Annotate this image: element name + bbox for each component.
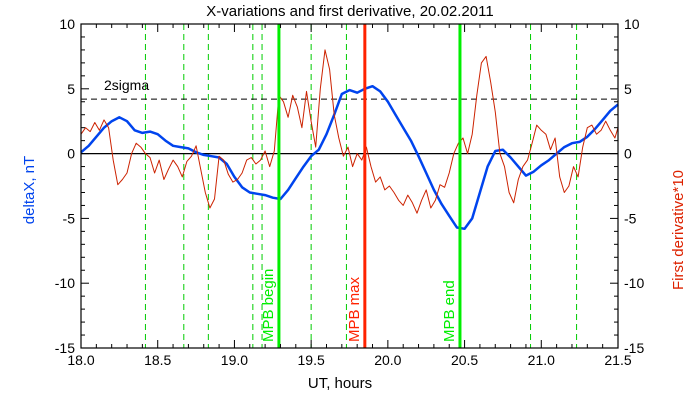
x-tick-label-5: 20.5: [451, 352, 478, 368]
x-tick-label-6: 21.0: [528, 352, 555, 368]
y-tick-label-left-2: -5: [63, 210, 76, 226]
y-tick-label-right-0: -15: [624, 340, 644, 356]
chart-title: X-variations and first derivative, 20.02…: [206, 3, 493, 20]
y-tick-label-right-4: 5: [624, 81, 632, 97]
y-tick-label-left-5: 10: [59, 16, 75, 32]
y-tick-label-left-3: 0: [67, 146, 75, 162]
x-tick-label-7: 21.5: [604, 352, 631, 368]
y-tick-label-right-3: 0: [624, 146, 632, 162]
y-axis-label-left: deltaX, nT: [21, 156, 38, 224]
x-tick-label-0: 18.0: [67, 352, 94, 368]
y-tick-label-right-2: -5: [624, 210, 637, 226]
derivative-series-line: [80, 49, 619, 214]
x-axis-label: UT, hours: [308, 375, 372, 392]
x-tick-label-3: 19.5: [298, 352, 325, 368]
x-tick-label-4: 20.0: [374, 352, 401, 368]
series-layer: [80, 49, 619, 231]
deltax-series-line: [80, 84, 619, 231]
event-layer: MPB begin MPB max MPB end: [260, 24, 462, 348]
y-tick-label-right-1: -10: [624, 275, 644, 291]
event-label-0: MPB begin: [260, 269, 277, 342]
y-tick-label-right-5: 10: [624, 16, 640, 32]
event-label-2: MPB end: [441, 280, 458, 342]
tick-layer: 18.0 18.5 19.0 19.5 20.0 20.5 21.0 21.5-15 -15-1…: [55, 16, 645, 368]
y-axis-label-right: First derivative*10: [670, 170, 687, 290]
x-tick-label-1: 18.5: [144, 352, 171, 368]
y-tick-label-left-1: -10: [55, 275, 75, 291]
y-tick-label-left-0: -15: [55, 340, 75, 356]
plot-frame: [80, 23, 619, 349]
event-label-1: MPB max: [346, 276, 363, 342]
sigma-threshold-label: 2sigma: [104, 77, 149, 93]
y-tick-label-left-4: 5: [67, 81, 75, 97]
x-tick-label-2: 19.0: [221, 352, 248, 368]
